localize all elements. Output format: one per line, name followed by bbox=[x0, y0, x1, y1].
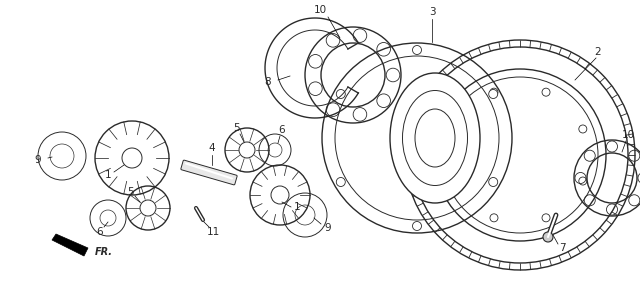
Text: 10: 10 bbox=[621, 130, 635, 140]
Text: 3: 3 bbox=[429, 7, 435, 17]
Circle shape bbox=[413, 221, 422, 230]
Circle shape bbox=[453, 125, 461, 133]
FancyBboxPatch shape bbox=[181, 160, 237, 185]
Text: 8: 8 bbox=[265, 77, 271, 87]
Circle shape bbox=[453, 177, 461, 185]
Ellipse shape bbox=[415, 109, 455, 167]
Text: 10: 10 bbox=[314, 5, 326, 15]
Circle shape bbox=[579, 125, 587, 133]
Circle shape bbox=[412, 47, 628, 263]
Circle shape bbox=[336, 177, 346, 187]
Circle shape bbox=[542, 214, 550, 222]
Circle shape bbox=[543, 232, 553, 242]
Text: 9: 9 bbox=[324, 223, 332, 233]
Polygon shape bbox=[52, 234, 88, 256]
Text: 2: 2 bbox=[595, 47, 602, 57]
Circle shape bbox=[489, 90, 498, 98]
Ellipse shape bbox=[390, 73, 480, 203]
Text: 1: 1 bbox=[105, 170, 111, 180]
Circle shape bbox=[579, 177, 587, 185]
Circle shape bbox=[489, 177, 498, 187]
Text: 5: 5 bbox=[234, 123, 240, 133]
Circle shape bbox=[490, 214, 498, 222]
Text: 9: 9 bbox=[35, 155, 42, 165]
Circle shape bbox=[336, 90, 346, 98]
Circle shape bbox=[542, 88, 550, 96]
Text: 1: 1 bbox=[294, 202, 300, 212]
Circle shape bbox=[490, 88, 498, 96]
Text: 4: 4 bbox=[209, 143, 215, 153]
Text: 7: 7 bbox=[559, 243, 565, 253]
Ellipse shape bbox=[403, 90, 467, 185]
Text: 6: 6 bbox=[278, 125, 285, 135]
Text: 5: 5 bbox=[127, 187, 133, 197]
Text: 6: 6 bbox=[97, 227, 103, 237]
Circle shape bbox=[413, 46, 422, 54]
Text: FR.: FR. bbox=[95, 247, 113, 257]
Text: 11: 11 bbox=[206, 227, 220, 237]
